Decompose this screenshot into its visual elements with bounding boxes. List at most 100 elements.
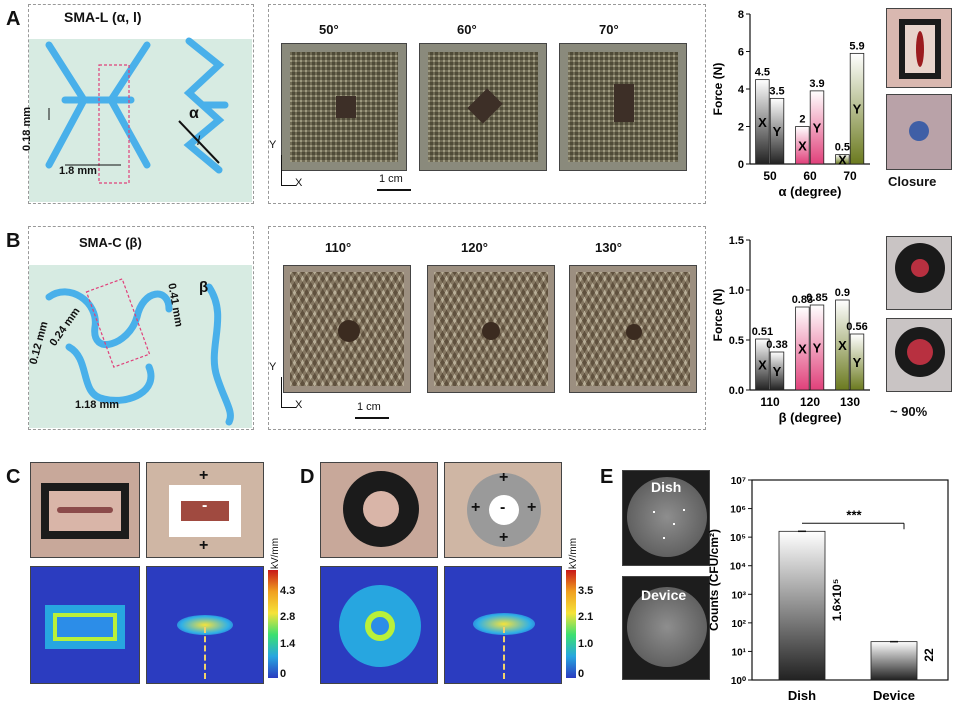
y-tick-label: 10³ [732,590,747,601]
significance-label: *** [846,507,862,522]
bar [795,126,810,165]
angle-label: 120° [461,240,488,255]
beta-symbol: β [199,279,209,296]
y-tick-label: 2 [738,122,744,134]
series-label: Y [853,355,862,370]
y-tick-label: 10⁷ [731,476,746,487]
data-label: 2 [799,114,805,126]
colorbar-tick: 2.8 [280,611,296,623]
data-label: 0.85 [806,292,827,304]
data-label: 0.56 [846,321,867,333]
y-axis-label: Force (N) [711,289,725,342]
series-label: Y [773,124,782,139]
wound-photo-d [320,462,438,558]
y-tick-label: 0.5 [729,335,744,347]
mesh-photo-50 [281,43,407,171]
dish-photo: Dish [622,470,710,566]
data-label: 5.9 [849,40,864,52]
closure-label: Closure [888,174,937,189]
mesh-box-b: 110° 120° 130° Y X 1 cm [268,226,706,430]
unit-cell-box-a: SMA-L (α, l) α l 0.18 mm 1.8 mm [21,4,254,204]
angle-label: 110° [325,240,352,255]
y-tick-label: 10¹ [732,647,747,658]
mesh-photo-70 [559,43,687,171]
y-tick-label: 8 [738,9,744,21]
series-label: Y [813,341,822,356]
alpha-symbol: α [189,105,199,122]
bar [809,90,825,165]
closure-photo-b2 [886,318,952,392]
bar [755,79,770,165]
unit-title-b: SMA-C (β) [79,235,142,250]
plus-sign: + [499,529,509,546]
force-chart-b: 0.0 0.5 1.0 1.5 0.51 X 0.38 Y 110 0.83 X 0.85 Y 120 0.… [711,235,870,425]
bar [835,299,850,391]
y-tick-label: 10⁴ [730,562,746,573]
dish-label: Dish [651,479,682,495]
field-map-d1 [320,566,438,684]
y-tick-label: 10⁰ [731,676,746,687]
bar [795,306,810,391]
colorbar-d [566,570,576,678]
unit-title-a: SMA-L (α, l) [64,9,142,25]
plus-sign: + [199,467,209,484]
field-map-c2 [146,566,264,684]
device-label: Device [641,587,687,603]
y-tick-label: 1.5 [729,235,744,247]
angle-label: 70° [599,22,619,37]
scale-label: 1 cm [357,401,381,413]
l-symbol: l [197,133,200,148]
plus-sign: + [199,537,209,554]
plus-sign: + [471,499,481,516]
closure-photo-a2 [886,94,952,170]
dim-vertical-a: 0.18 mm [21,106,34,152]
angle-label: 130° [595,240,622,255]
x-axis-label: α (degree) [779,184,842,199]
series-label: X [838,152,847,167]
x-tick-label: 110 [760,395,780,409]
scale-bar [355,417,389,419]
y-tick-label: 1.0 [729,285,744,297]
wound-photo-c [30,462,140,558]
colorbar-tick: 2.1 [578,611,594,623]
mesh-photo-110 [283,265,411,393]
closure-photo-b1 [886,236,952,310]
mesh-photo-130 [569,265,697,393]
bar [870,641,918,681]
panel-letter-b: B [6,230,21,252]
sma-c-unit-cell [45,278,234,426]
electrode-photo-d: - + + + + [444,462,562,558]
data-label: 0.83 [792,294,813,306]
bar-annotation: 1.6×10⁵ [830,579,844,622]
series-label: Y [853,102,862,117]
sma-l-unit-cell [45,37,229,184]
y-tick-label: 4 [738,84,745,96]
colorbar-tick: 1.4 [280,638,296,650]
field-map-c1 [30,566,140,684]
device-photo: Device [622,576,710,680]
data-label: 0.38 [766,339,787,351]
field-map-d2 [444,566,562,684]
axis-y: Y [269,361,277,373]
y-tick-label: 0.0 [729,385,744,397]
data-label: 3.9 [809,78,824,90]
x-tick-label: Dish [788,688,816,703]
panel-letter-e: E [600,466,614,488]
axis-x: X [295,177,303,189]
scale-bar [377,189,411,191]
mesh-box-a: 50° 60° 70° Y X 1 cm [268,4,706,204]
y-axis-label: Counts (CFU/cm²) [707,529,721,631]
series-label: X [798,138,807,153]
data-label: 0.9 [835,287,850,299]
minus-sign: - [202,497,208,514]
colorbar-label: kV/mm [270,537,282,570]
bar [835,154,850,165]
colorbar-label: kV/mm [568,537,580,570]
colorbar-tick: 1.0 [578,638,594,650]
bar [769,351,785,391]
bar-annotation: 22 [922,648,936,662]
plot-frame [751,479,949,681]
colorbar-tick: 3.5 [578,585,594,597]
mesh-photo-60 [419,43,547,171]
